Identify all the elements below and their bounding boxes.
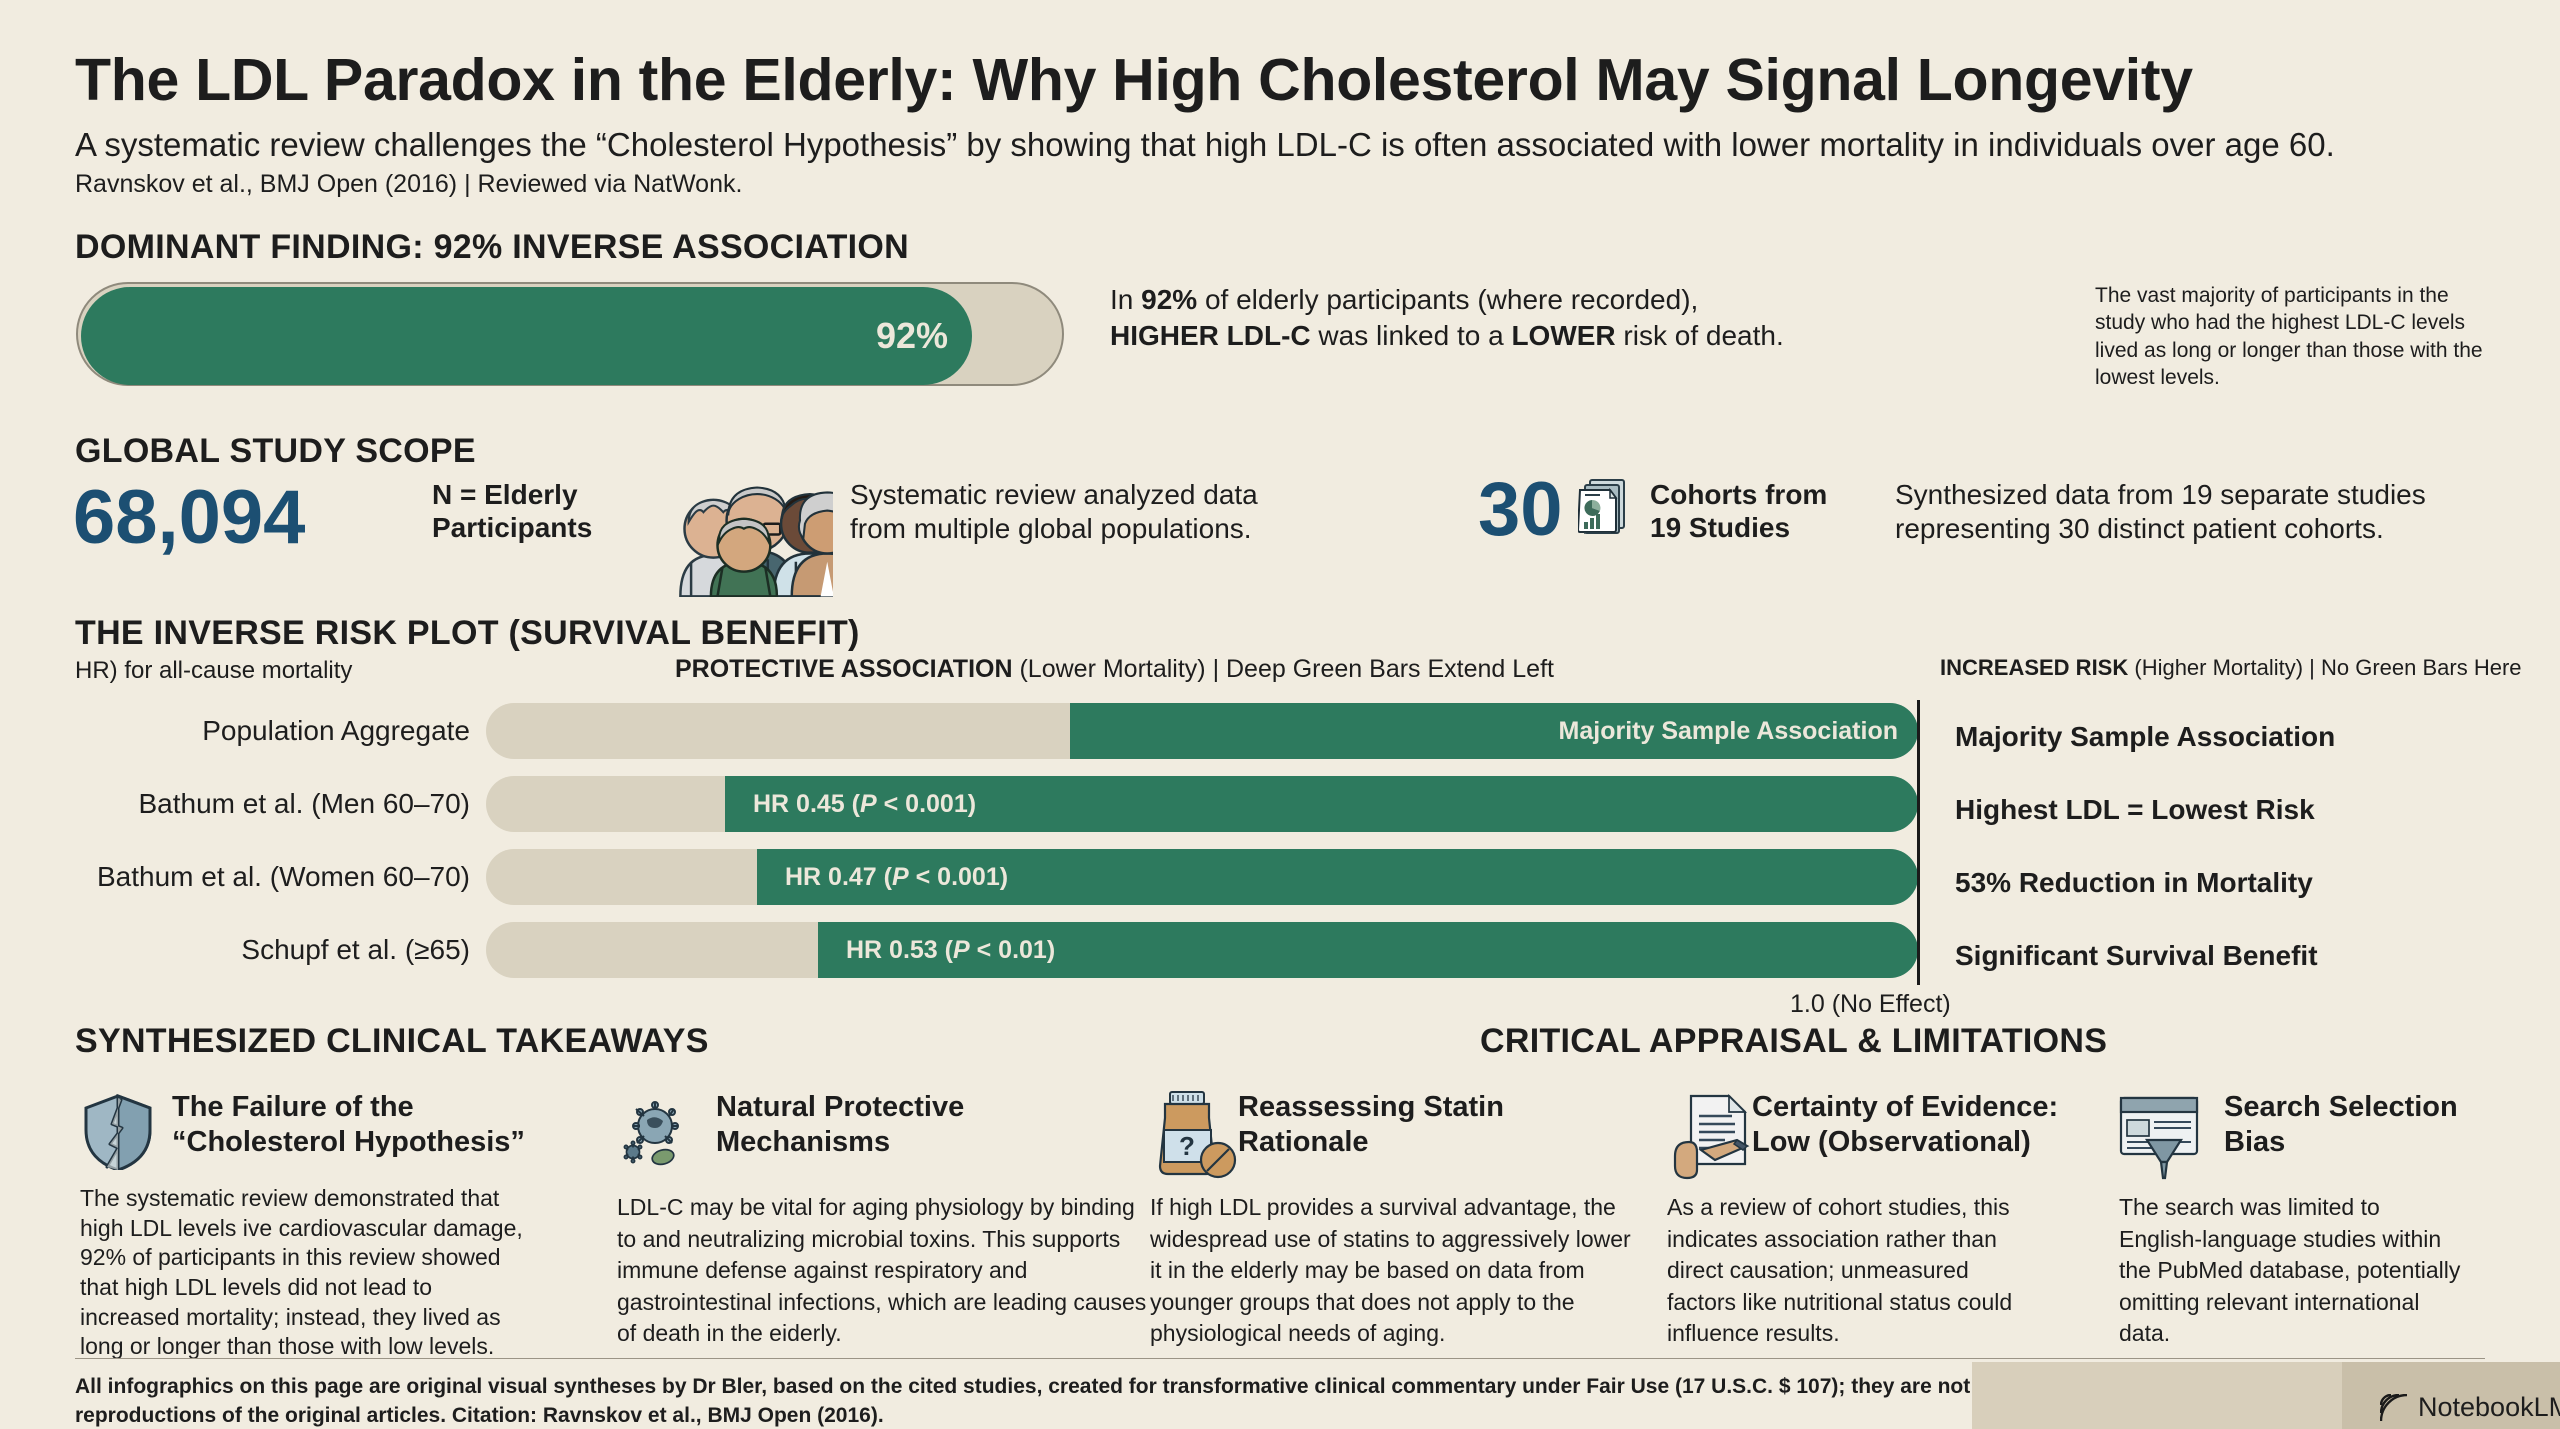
svg-text:?: ? [1179, 1131, 1195, 1161]
